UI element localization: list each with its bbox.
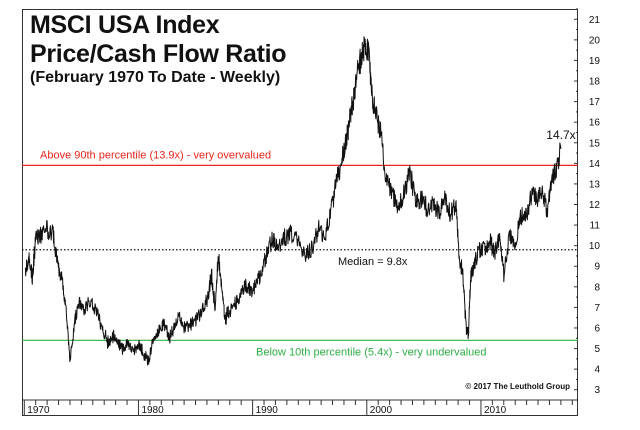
y-tick-label: 7: [594, 303, 600, 314]
chart-subtitle: (February 1970 To Date - Weekly): [30, 69, 281, 86]
x-tick-label: 2010: [484, 405, 507, 416]
chart-title: MSCI USA Index: [30, 11, 220, 39]
y-tick-label: 20: [589, 35, 601, 46]
series-line: [24, 36, 562, 366]
y-tick-label: 21: [589, 15, 601, 26]
x-tick-label: 1970: [27, 405, 50, 416]
y-tick-label: 8: [594, 282, 600, 293]
y-tick-label: 6: [594, 323, 600, 334]
plot-frame: [22, 9, 578, 416]
reference-line-label: Below 10th percentile (5.4x) - very unde…: [256, 346, 487, 358]
y-tick-label: 5: [594, 344, 600, 355]
x-tick-label: 2000: [370, 405, 393, 416]
x-tick-label: 1980: [141, 405, 164, 416]
reference-line-label: Median = 9.8x: [338, 256, 408, 268]
y-tick-label: 10: [589, 241, 601, 252]
y-tick-label: 11: [590, 221, 601, 232]
chart-title-line2: Price/Cash Flow Ratio: [30, 40, 287, 68]
last-value-annotation: 14.7x: [546, 128, 575, 142]
y-tick-label: 17: [589, 97, 601, 108]
y-tick-label: 18: [589, 77, 601, 88]
y-tick-label: 12: [589, 200, 601, 211]
y-tick-label: 19: [589, 56, 601, 67]
copyright-annotation: © 2017 The Leuthold Group: [465, 382, 570, 391]
y-tick-label: 3: [594, 385, 600, 396]
y-tick-label: 4: [594, 365, 600, 376]
y-tick-label: 9: [594, 262, 600, 273]
y-tick-label: 14: [589, 159, 601, 170]
reference-line-label: Above 90th percentile (13.9x) - very ove…: [40, 149, 271, 161]
x-tick-label: 1990: [256, 405, 279, 416]
y-tick-label: 15: [589, 138, 601, 149]
y-tick-label: 16: [589, 118, 601, 129]
y-tick-label: 13: [589, 179, 601, 190]
